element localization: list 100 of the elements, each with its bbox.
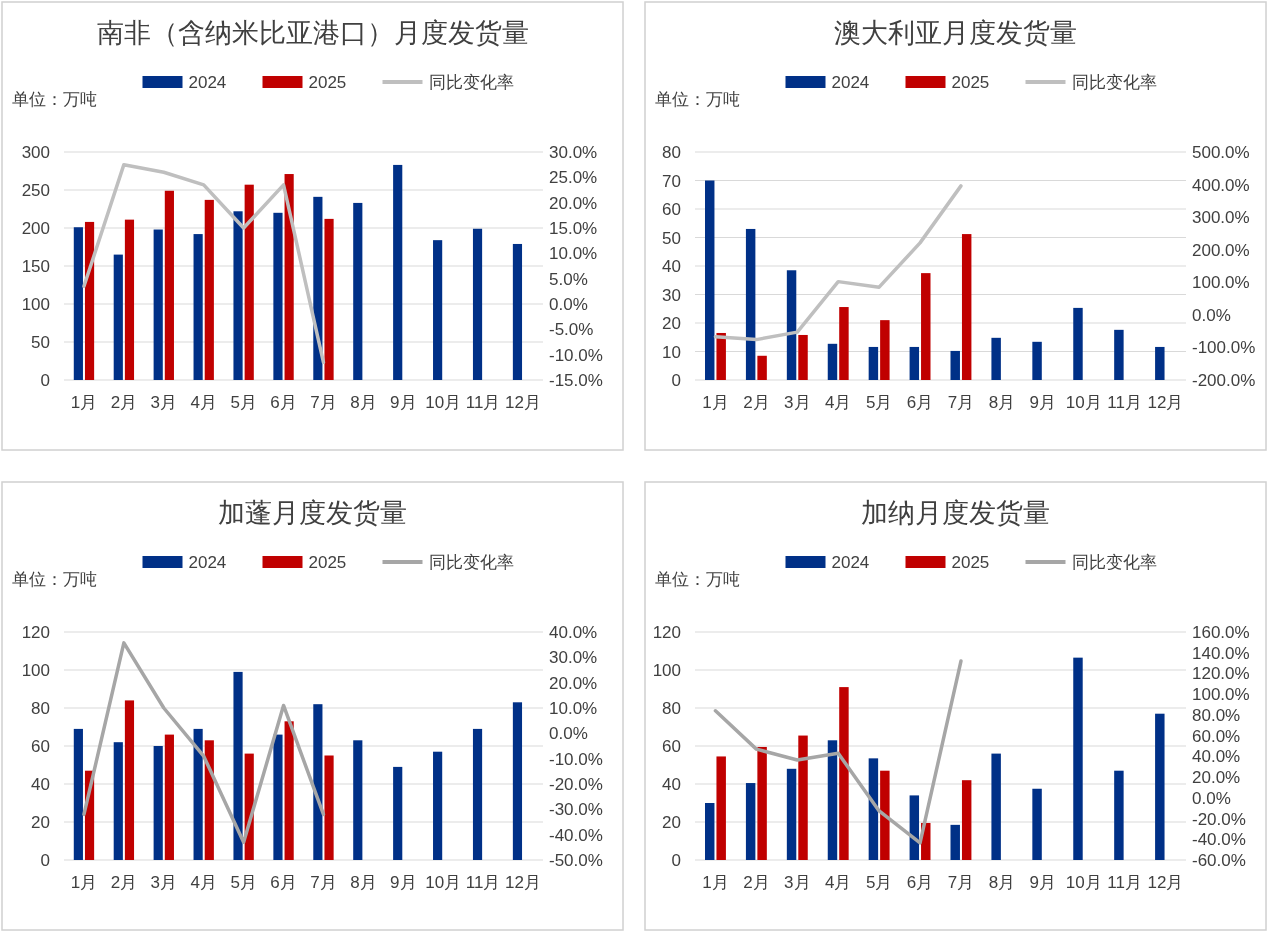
y-tick-label: 60 <box>31 737 50 756</box>
bar <box>950 350 960 380</box>
x-tick-label: 2月 <box>743 873 770 892</box>
bar <box>839 307 849 380</box>
x-tick-label: 11月 <box>465 393 501 412</box>
x-tick-label: 1月 <box>70 873 98 892</box>
x-tick-label: 10月 <box>1065 873 1102 892</box>
x-tick-label: 4月 <box>824 873 852 892</box>
bar <box>961 780 972 860</box>
chart-title: 加纳月度发货量 <box>861 498 1050 528</box>
bar <box>909 346 920 380</box>
text: 单位：万吨 <box>12 90 97 109</box>
legend-label: 2024 <box>831 553 870 572</box>
legend-label: 同比变化率 <box>428 553 514 572</box>
bar <box>1114 770 1124 860</box>
bar <box>313 704 323 860</box>
bar <box>1073 657 1083 860</box>
x-tick-label: 5月 <box>865 873 893 892</box>
x-tick-label: 1月 <box>702 873 729 892</box>
y-tick-label: 30 <box>662 285 681 305</box>
y-tick-label: 0 <box>40 851 50 870</box>
text: 单位：万吨 <box>655 90 740 109</box>
bar <box>284 174 294 380</box>
x-tick-label: 3月 <box>150 393 178 412</box>
x-tick-label: 7月 <box>310 393 337 412</box>
bar <box>868 346 879 380</box>
bar <box>353 740 363 860</box>
bar <box>113 254 123 380</box>
x-tick-label: 12月 <box>1147 393 1184 412</box>
text: 单位：万吨 <box>655 570 740 589</box>
x-tick-label: 11月 <box>465 873 501 892</box>
x-tick-label: 3月 <box>150 873 178 892</box>
line-series <box>82 641 326 845</box>
y2-tick-label: 300.0% <box>1192 208 1250 228</box>
bar <box>273 212 283 380</box>
y-tick-label: 10 <box>662 342 681 362</box>
bar <box>284 721 294 860</box>
y-tick-label: 200 <box>21 219 50 238</box>
x-tick-label: 5月 <box>865 393 893 412</box>
line-series <box>713 184 963 342</box>
y2-tick-label: -60.0% <box>1192 851 1246 870</box>
x-tick-label: 3月 <box>784 393 811 412</box>
x-tick-label: 10月 <box>425 873 462 892</box>
legend-label: 2025 <box>308 73 347 92</box>
x-tick-label: 1月 <box>702 393 729 412</box>
y-tick-label: 70 <box>662 171 681 191</box>
x-tick-label: 9月 <box>1029 873 1057 892</box>
x-tick-label: 1月 <box>70 393 98 412</box>
y2-tick-label: 160.0% <box>1192 623 1250 642</box>
y-tick-label: 40 <box>31 775 50 794</box>
y2-tick-label: 120.0% <box>1192 664 1250 684</box>
y2-tick-label: -15.0% <box>549 371 603 390</box>
y-tick-label: 40 <box>662 775 681 794</box>
y2-tick-label: -5.0% <box>549 320 594 340</box>
y2-tick-label: -40.0% <box>549 825 603 845</box>
x-tick-label: 4月 <box>190 393 217 412</box>
y-tick-label: 0 <box>40 371 50 390</box>
bar <box>1155 346 1165 380</box>
y2-tick-label: 400.0% <box>1192 175 1250 195</box>
bar <box>786 270 797 380</box>
bar <box>193 234 203 380</box>
x-tick-label: 11月 <box>1107 873 1142 892</box>
bar <box>84 221 95 380</box>
x-tick-label: 2月 <box>110 873 138 892</box>
bar <box>244 184 254 380</box>
y-tick-label: 250 <box>21 181 50 200</box>
y2-tick-label: 80.0% <box>1192 705 1241 725</box>
bar <box>433 240 443 380</box>
bar <box>868 758 879 860</box>
bar <box>827 343 838 380</box>
y2-tick-label: -40.0% <box>1192 830 1246 850</box>
x-tick-label: 9月 <box>390 393 417 412</box>
bar <box>324 755 334 860</box>
y-tick-label: 80 <box>31 699 50 718</box>
bar <box>124 700 135 860</box>
bar <box>1032 341 1042 380</box>
bar <box>921 273 931 380</box>
legend-label: 2024 <box>188 73 227 92</box>
bar <box>716 756 726 860</box>
y-tick-label: 0 <box>671 851 681 870</box>
bar <box>273 734 283 860</box>
y-tick-label: 60 <box>662 737 681 756</box>
bar <box>705 803 715 860</box>
bar <box>153 746 163 860</box>
bar <box>705 180 715 380</box>
x-tick-label: 8月 <box>988 873 1016 892</box>
bar <box>798 334 808 380</box>
bar <box>991 337 1001 380</box>
x-tick-label: 9月 <box>1029 393 1057 412</box>
y-tick-label: 80 <box>662 699 681 718</box>
y2-tick-label: 10.0% <box>549 244 598 264</box>
y2-tick-label: 25.0% <box>549 168 598 188</box>
y2-tick-label: 5.0% <box>549 269 588 289</box>
legend-label: 同比变化率 <box>428 73 514 92</box>
legend-label: 2024 <box>831 73 870 92</box>
y-tick-label: 60 <box>662 200 681 219</box>
x-tick-label: 12月 <box>1147 873 1184 892</box>
y2-tick-label: -20.0% <box>549 775 603 794</box>
line-series <box>82 162 326 365</box>
x-tick-label: 9月 <box>390 873 417 892</box>
